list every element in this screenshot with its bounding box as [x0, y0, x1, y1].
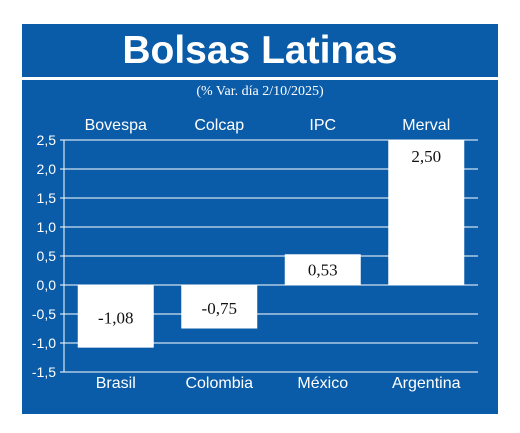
category-label: Colombia: [185, 375, 253, 392]
title-divider: [22, 77, 498, 80]
y-tick-label: 0,5: [37, 248, 57, 264]
bar: [77, 285, 154, 348]
chart-title: Bolsas Latinas: [122, 29, 398, 72]
data-label: -0,75: [202, 299, 237, 318]
y-tick-label: 2,5: [37, 132, 57, 148]
chart-panel: Bolsas Latinas (% Var. día 2/10/2025) 2,…: [22, 24, 498, 414]
category-label: Brasil: [96, 375, 136, 392]
bar: [388, 140, 465, 285]
y-tick-label: 2,0: [37, 161, 57, 177]
data-label: -1,08: [98, 308, 133, 327]
bar-chart: 2,5 2,0 1,5 1,0 0,5 0,0 -0,5 -1,0 -1,5 -1,08 Boves…: [32, 117, 478, 392]
index-label: IPC: [309, 117, 336, 134]
index-label: Merval: [402, 117, 450, 134]
y-tick-label: 1,5: [37, 190, 57, 206]
y-tick-label: -0,5: [32, 306, 56, 322]
bar: [284, 254, 361, 285]
index-label: Colcap: [194, 117, 244, 134]
index-label: Bovespa: [85, 117, 147, 134]
category-label: Argentina: [392, 375, 461, 392]
category-label: México: [297, 375, 348, 392]
y-tick-label: 0,0: [37, 277, 57, 293]
bar: [181, 285, 258, 329]
y-tick-label: -1,5: [32, 364, 56, 380]
y-tick-label: -1,0: [32, 335, 56, 351]
chart-subtitle: (% Var. día 2/10/2025): [196, 84, 324, 99]
y-tick-label: 1,0: [37, 219, 57, 235]
data-label: 2,50: [411, 147, 441, 166]
data-label: 0,53: [308, 261, 338, 280]
title-bar: Bolsas Latinas: [22, 24, 498, 77]
